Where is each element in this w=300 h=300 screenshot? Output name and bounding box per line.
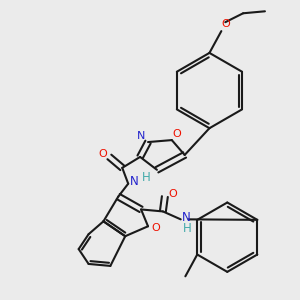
Text: N: N: [130, 175, 139, 188]
Text: O: O: [172, 129, 181, 139]
Text: N: N: [137, 131, 145, 141]
Text: O: O: [98, 149, 107, 159]
Text: O: O: [221, 19, 230, 29]
Text: O: O: [152, 223, 160, 233]
Text: H: H: [142, 171, 150, 184]
Text: O: O: [168, 189, 177, 199]
Text: H: H: [183, 222, 192, 235]
Text: N: N: [182, 211, 191, 224]
